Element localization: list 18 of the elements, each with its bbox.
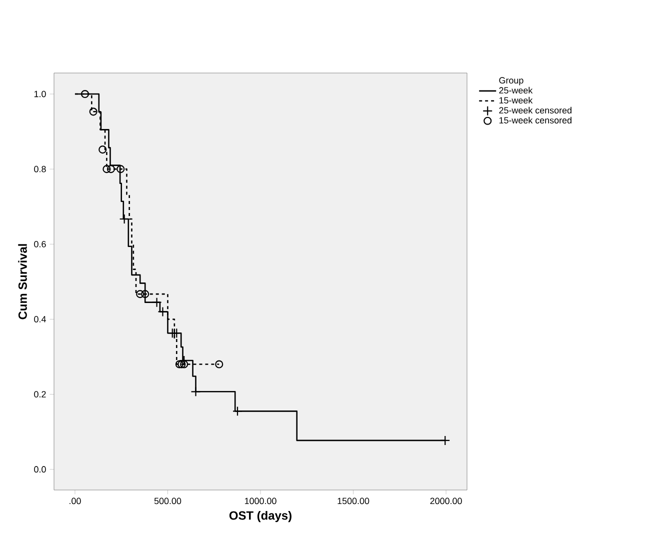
y-tick-label: 1.0 — [34, 90, 46, 98]
y-tick-label: 0.2 — [34, 391, 46, 398]
y-tick-label: 0.4 — [34, 316, 46, 322]
y-tick-label: 0.6 — [34, 240, 46, 248]
y-axis-title: Cum Survival — [18, 244, 27, 320]
y-tick-label: 0.8 — [34, 166, 46, 172]
legend-label: 15-week censored — [499, 116, 572, 124]
legend-label: 15-week — [499, 96, 533, 104]
x-tick-label: 1000.00 — [244, 498, 276, 504]
x-tick-label: 500.00 — [154, 498, 182, 504]
y-tick-label: 0.0 — [34, 466, 46, 473]
x-tick-label: 1500.00 — [338, 498, 370, 504]
x-axis-title: OST (days) — [229, 510, 292, 522]
x-tick-label: .00 — [70, 498, 81, 504]
legend-label: 25-week censored — [499, 106, 572, 114]
legend-label: 25-week — [499, 86, 533, 94]
x-tick-label: 2000.00 — [430, 498, 462, 504]
legend-title: Group — [499, 77, 524, 86]
